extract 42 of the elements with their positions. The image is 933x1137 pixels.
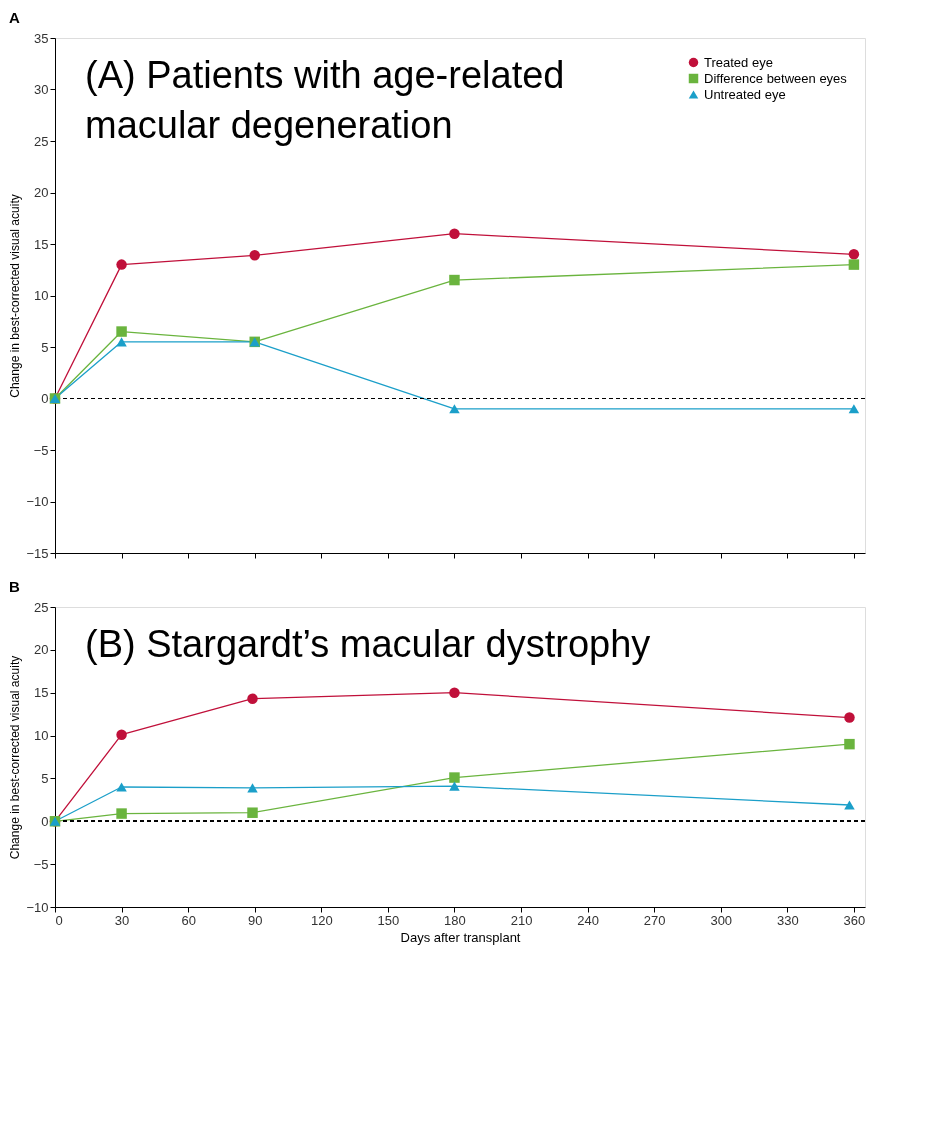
chart-title: B: [8, 578, 20, 595]
y-tick-label: 30: [34, 82, 49, 97]
x-tick-label: 210: [510, 912, 533, 928]
y-tick-label: −15: [26, 545, 49, 561]
y-tick-label: −10: [26, 899, 49, 915]
legend-label: Untreated eye: [704, 86, 786, 102]
x-tick-label: 360: [843, 912, 866, 928]
x-tick-label: 90: [247, 912, 263, 928]
y-tick-label: 5: [41, 770, 49, 786]
x-axis-title: Days after transplant: [400, 929, 521, 945]
y-tick-label: −10: [26, 494, 49, 509]
y-tick-label: 25: [34, 133, 49, 149]
x-tick-label: 330: [776, 912, 799, 928]
y-tick-label: 0: [41, 813, 49, 829]
chart-title: A: [8, 9, 20, 26]
x-tick-label: 270: [643, 912, 666, 928]
y-tick-label: 10: [34, 728, 49, 744]
y-tick-label: 15: [34, 685, 49, 701]
y-axis-title: Change in best-corrected visual acuity: [8, 655, 23, 860]
y-tick-label: 20: [34, 642, 49, 658]
x-tick-label: 240: [577, 912, 599, 928]
x-tick-label: 30: [114, 912, 130, 928]
legend-label: Treated eye: [704, 54, 773, 70]
y-tick-label: 5: [41, 339, 49, 355]
y-tick-label: −5: [33, 856, 49, 872]
y-tick-label: 35: [34, 30, 49, 46]
y-tick-label: 0: [41, 391, 49, 406]
legend-label: Difference between eyes: [704, 70, 848, 86]
y-tick-label: 15: [34, 236, 49, 252]
y-tick-label: −5: [33, 442, 49, 458]
annotation: (B) Stargardt’s macular dystrophy: [85, 623, 651, 665]
x-tick-label: 60: [181, 912, 196, 928]
x-tick-label: 120: [310, 912, 333, 928]
y-tick-label: 20: [34, 185, 49, 200]
y-axis-title: Change in best-corrected visual acuity: [8, 194, 23, 398]
y-tick-label: 10: [34, 288, 49, 303]
x-tick-label: 0: [55, 912, 63, 928]
x-tick-label: 300: [710, 912, 733, 928]
x-tick-label: 150: [377, 912, 400, 928]
x-tick-label: 180: [444, 912, 466, 928]
annotation: (A) Patients with age-related macular degeneration: [85, 54, 565, 146]
y-tick-label: 25: [34, 599, 49, 615]
